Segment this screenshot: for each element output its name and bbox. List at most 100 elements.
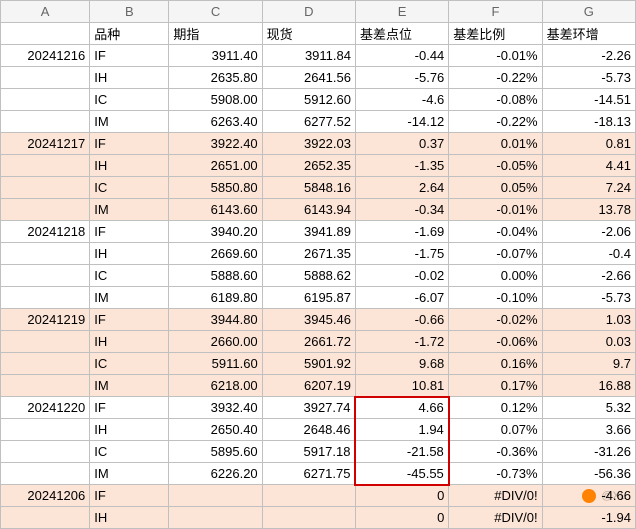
cell-basis-chg[interactable]: -31.26	[542, 441, 635, 463]
cell-basis-chg[interactable]: -56.36	[542, 463, 635, 485]
cell-basis-pts[interactable]: -0.66	[355, 309, 448, 331]
cell-variety[interactable]: IH	[90, 507, 169, 529]
cell-date[interactable]	[1, 111, 90, 133]
cell-basis-chg[interactable]: -0.4	[542, 243, 635, 265]
cell-basis-ratio[interactable]: -0.73%	[449, 463, 542, 485]
cell-basis-ratio[interactable]: 0.12%	[449, 397, 542, 419]
cell-basis-pts[interactable]: -1.35	[355, 155, 448, 177]
cell-date[interactable]: 20241220	[1, 397, 90, 419]
cell-futures[interactable]: 3922.40	[169, 133, 262, 155]
cell-futures[interactable]: 3932.40	[169, 397, 262, 419]
cell-spot[interactable]: 3941.89	[262, 221, 355, 243]
cell-variety[interactable]: IF	[90, 485, 169, 507]
cell-spot[interactable]: 2652.35	[262, 155, 355, 177]
cell-futures[interactable]	[169, 507, 262, 529]
cell-spot[interactable]	[262, 507, 355, 529]
cell-basis-pts[interactable]: 9.68	[355, 353, 448, 375]
cell-basis-ratio[interactable]: -0.01%	[449, 199, 542, 221]
cell-spot[interactable]: 6143.94	[262, 199, 355, 221]
cell-spot[interactable]: 2641.56	[262, 67, 355, 89]
cell-basis-ratio[interactable]: #DIV/0!	[449, 485, 542, 507]
cell-futures[interactable]: 5895.60	[169, 441, 262, 463]
cell-variety[interactable]: IF	[90, 133, 169, 155]
cell-basis-chg[interactable]: -14.51	[542, 89, 635, 111]
cell-basis-chg[interactable]: 13.78	[542, 199, 635, 221]
field-header-C[interactable]: 期指	[169, 23, 262, 45]
cell-spot[interactable]: 2648.46	[262, 419, 355, 441]
col-header-A[interactable]: A	[1, 1, 90, 23]
cell-futures[interactable]: 5908.00	[169, 89, 262, 111]
cell-basis-chg[interactable]: 5.32	[542, 397, 635, 419]
cell-basis-chg[interactable]: 4.41	[542, 155, 635, 177]
cell-date[interactable]	[1, 155, 90, 177]
cell-basis-chg[interactable]: 0.03	[542, 331, 635, 353]
cell-variety[interactable]: IH	[90, 331, 169, 353]
cell-basis-chg[interactable]: -1.94	[542, 507, 635, 529]
cell-variety[interactable]: IM	[90, 287, 169, 309]
cell-date[interactable]	[1, 265, 90, 287]
cell-basis-chg[interactable]: -2.66	[542, 265, 635, 287]
cell-date[interactable]	[1, 199, 90, 221]
cell-basis-ratio[interactable]: 0.05%	[449, 177, 542, 199]
field-header-F[interactable]: 基差比例	[449, 23, 542, 45]
cell-basis-pts[interactable]: -1.75	[355, 243, 448, 265]
cell-spot[interactable]: 5917.18	[262, 441, 355, 463]
cell-date[interactable]	[1, 441, 90, 463]
cell-spot[interactable]: 2671.35	[262, 243, 355, 265]
cell-futures[interactable]: 5888.60	[169, 265, 262, 287]
cell-basis-chg[interactable]: -5.73	[542, 67, 635, 89]
cell-date[interactable]: 20241219	[1, 309, 90, 331]
cell-basis-pts[interactable]: 0	[355, 485, 448, 507]
cell-basis-chg[interactable]: -5.73	[542, 287, 635, 309]
cell-futures[interactable]: 6218.00	[169, 375, 262, 397]
cell-basis-chg[interactable]: 1.03	[542, 309, 635, 331]
cell-date[interactable]	[1, 89, 90, 111]
cell-basis-pts[interactable]: -21.58	[355, 441, 448, 463]
cell-variety[interactable]: IF	[90, 309, 169, 331]
cell-basis-ratio[interactable]: -0.07%	[449, 243, 542, 265]
cell-basis-ratio[interactable]: -0.22%	[449, 67, 542, 89]
cell-date[interactable]	[1, 375, 90, 397]
cell-variety[interactable]: IM	[90, 111, 169, 133]
col-header-E[interactable]: E	[355, 1, 448, 23]
col-header-F[interactable]: F	[449, 1, 542, 23]
cell-spot[interactable]: 3922.03	[262, 133, 355, 155]
cell-basis-chg[interactable]: -2.26	[542, 45, 635, 67]
cell-spot[interactable]: 6207.19	[262, 375, 355, 397]
cell-basis-ratio[interactable]: 0.17%	[449, 375, 542, 397]
cell-futures[interactable]: 2669.60	[169, 243, 262, 265]
cell-spot[interactable]: 5848.16	[262, 177, 355, 199]
cell-basis-ratio[interactable]: -0.02%	[449, 309, 542, 331]
cell-basis-ratio[interactable]: 0.01%	[449, 133, 542, 155]
cell-variety[interactable]: IH	[90, 155, 169, 177]
cell-basis-chg[interactable]: -4.66	[542, 485, 635, 507]
cell-basis-pts[interactable]: 1.94	[355, 419, 448, 441]
cell-spot[interactable]: 6271.75	[262, 463, 355, 485]
cell-variety[interactable]: IF	[90, 221, 169, 243]
cell-basis-pts[interactable]: -5.76	[355, 67, 448, 89]
cell-basis-ratio[interactable]: -0.05%	[449, 155, 542, 177]
cell-variety[interactable]: IH	[90, 419, 169, 441]
cell-basis-chg[interactable]: 9.7	[542, 353, 635, 375]
cell-variety[interactable]: IC	[90, 265, 169, 287]
col-header-G[interactable]: G	[542, 1, 635, 23]
cell-futures[interactable]: 2660.00	[169, 331, 262, 353]
cell-basis-pts[interactable]: 0	[355, 507, 448, 529]
cell-futures[interactable]: 2651.00	[169, 155, 262, 177]
cell-futures[interactable]: 6263.40	[169, 111, 262, 133]
cell-basis-ratio[interactable]: #DIV/0!	[449, 507, 542, 529]
cell-spot[interactable]: 5888.62	[262, 265, 355, 287]
cell-date[interactable]	[1, 243, 90, 265]
field-header-B[interactable]: 品种	[90, 23, 169, 45]
col-header-D[interactable]: D	[262, 1, 355, 23]
cell-futures[interactable]: 5911.60	[169, 353, 262, 375]
cell-spot[interactable]: 3945.46	[262, 309, 355, 331]
cell-date[interactable]: 20241216	[1, 45, 90, 67]
cell-spot[interactable]: 3911.84	[262, 45, 355, 67]
cell-variety[interactable]: IC	[90, 177, 169, 199]
cell-futures[interactable]: 3940.20	[169, 221, 262, 243]
cell-variety[interactable]: IF	[90, 45, 169, 67]
cell-variety[interactable]: IC	[90, 353, 169, 375]
cell-date[interactable]	[1, 353, 90, 375]
cell-date[interactable]	[1, 507, 90, 529]
